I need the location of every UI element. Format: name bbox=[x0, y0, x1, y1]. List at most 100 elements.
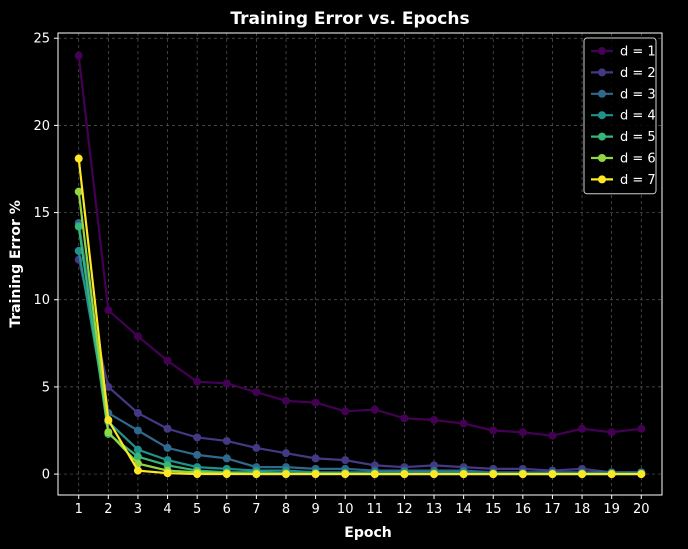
x-axis-title: Epoch bbox=[344, 525, 391, 541]
x-tick-label: 2 bbox=[104, 502, 112, 517]
data-point bbox=[163, 469, 172, 478]
x-tick-label: 20 bbox=[633, 502, 650, 517]
data-point bbox=[222, 379, 231, 388]
chart-title: Training Error vs. Epochs bbox=[230, 9, 469, 29]
data-point bbox=[193, 470, 202, 479]
data-point bbox=[252, 388, 261, 397]
y-axis-title: Training Error % bbox=[8, 200, 24, 328]
series-layer bbox=[74, 51, 646, 479]
legend-item: d = 2 bbox=[591, 66, 656, 81]
y-tick-label: 10 bbox=[33, 293, 50, 308]
data-point bbox=[74, 222, 83, 231]
legend-label: d = 6 bbox=[620, 152, 656, 167]
data-point bbox=[311, 398, 320, 407]
data-point bbox=[489, 470, 498, 479]
data-point bbox=[637, 470, 646, 479]
legend-label: d = 1 bbox=[620, 45, 656, 60]
data-point bbox=[104, 416, 113, 425]
data-point bbox=[74, 246, 83, 255]
data-point bbox=[518, 428, 527, 437]
data-point bbox=[430, 470, 439, 479]
data-point bbox=[341, 407, 350, 416]
legend-swatch-marker bbox=[598, 89, 606, 98]
x-tick-label: 7 bbox=[252, 502, 260, 517]
x-tick-label: 19 bbox=[603, 502, 620, 517]
x-tick-label: 12 bbox=[396, 502, 413, 517]
series-7 bbox=[74, 154, 646, 479]
data-point bbox=[133, 466, 142, 475]
data-point bbox=[459, 470, 468, 479]
legend-item: d = 1 bbox=[591, 45, 656, 60]
data-point bbox=[548, 431, 557, 440]
x-tick-label: 4 bbox=[163, 502, 171, 517]
data-point bbox=[133, 409, 142, 418]
data-point bbox=[193, 377, 202, 386]
data-point bbox=[163, 424, 172, 433]
legend-label: d = 3 bbox=[620, 87, 656, 102]
legend-item: d = 5 bbox=[591, 130, 656, 145]
x-tick-label: 18 bbox=[574, 502, 591, 517]
data-point bbox=[430, 416, 439, 425]
data-point bbox=[281, 470, 290, 479]
legend-item: d = 4 bbox=[591, 109, 656, 124]
data-point bbox=[400, 414, 409, 423]
series-1 bbox=[74, 51, 646, 440]
y-tick-label: 0 bbox=[42, 468, 50, 483]
legend-swatch-marker bbox=[598, 154, 606, 162]
data-point bbox=[459, 419, 468, 428]
legend-label: d = 2 bbox=[620, 66, 656, 81]
data-point bbox=[74, 51, 83, 60]
data-point bbox=[133, 426, 142, 435]
series-line bbox=[77, 55, 642, 437]
data-point bbox=[252, 443, 261, 452]
data-point bbox=[74, 154, 83, 163]
legend-swatch-marker bbox=[598, 111, 606, 120]
legend-item: d = 3 bbox=[591, 87, 656, 102]
data-point bbox=[607, 428, 616, 437]
x-tick-label: 16 bbox=[515, 502, 532, 517]
data-point bbox=[222, 454, 231, 463]
data-point bbox=[578, 424, 587, 433]
data-point bbox=[193, 450, 202, 459]
legend-label: d = 4 bbox=[620, 109, 656, 124]
data-point bbox=[104, 306, 113, 315]
x-axis: 1 2 3 4 5 6 7 8 9 10 11 12 13 14 15 16 17 18 19 20 bbox=[75, 495, 650, 517]
data-point bbox=[133, 452, 142, 461]
x-tick-label: 15 bbox=[485, 502, 502, 517]
data-point bbox=[578, 470, 587, 479]
plot-frame bbox=[57, 32, 663, 496]
x-tick-label: 14 bbox=[455, 502, 472, 517]
data-point bbox=[341, 456, 350, 465]
data-point bbox=[252, 470, 261, 479]
data-point bbox=[133, 332, 142, 341]
series-line bbox=[77, 259, 642, 474]
data-point bbox=[104, 382, 113, 391]
x-tick-label: 3 bbox=[134, 502, 142, 517]
x-tick-label: 10 bbox=[337, 502, 354, 517]
data-point bbox=[311, 454, 320, 463]
legend-swatch-marker bbox=[598, 68, 606, 77]
data-point bbox=[281, 449, 290, 458]
data-point bbox=[222, 436, 231, 445]
data-point bbox=[222, 470, 231, 479]
x-tick-label: 8 bbox=[282, 502, 290, 517]
x-tick-label: 5 bbox=[193, 502, 201, 517]
data-point bbox=[341, 470, 350, 479]
x-tick-label: 17 bbox=[544, 502, 561, 517]
data-point bbox=[311, 470, 320, 479]
data-point bbox=[281, 396, 290, 405]
x-tick-label: 9 bbox=[311, 502, 319, 517]
y-tick-label: 15 bbox=[33, 206, 50, 221]
x-tick-label: 13 bbox=[426, 502, 443, 517]
data-point bbox=[193, 433, 202, 442]
y-tick-label: 25 bbox=[33, 32, 50, 47]
data-point bbox=[548, 470, 557, 479]
y-tick-label: 5 bbox=[42, 380, 50, 395]
data-point bbox=[163, 443, 172, 452]
data-point bbox=[607, 470, 616, 479]
legend: d = 1 d = 2 d = 3 d = 4 d = 5 d = 6 d = 7 bbox=[583, 37, 657, 195]
x-tick-label: 11 bbox=[367, 502, 384, 517]
legend-swatch-marker bbox=[598, 47, 606, 55]
legend-label: d = 7 bbox=[620, 173, 656, 188]
